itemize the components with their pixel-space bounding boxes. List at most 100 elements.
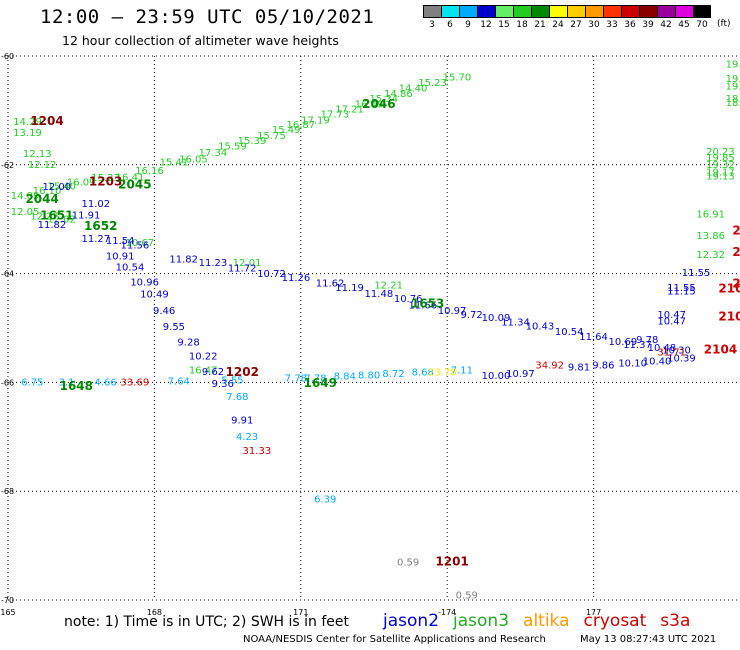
data-point-label: 6.39	[314, 495, 336, 506]
colorbar-swatch	[549, 5, 567, 18]
data-point-label: 15.23	[91, 173, 120, 184]
data-point-label: 10.10	[618, 359, 647, 370]
pass-time-label: 1652	[84, 219, 117, 233]
data-point-label: 3.1	[59, 378, 75, 389]
data-point-label: 12.02	[47, 214, 76, 225]
data-point-label: 16.16	[135, 166, 164, 177]
pass-time-label: 1648	[60, 379, 93, 393]
colorbar-bin: 12	[477, 5, 495, 30]
data-point-label: 4.66	[94, 378, 116, 389]
data-point-label: 18.87	[726, 94, 740, 105]
colorbar-label: 9	[465, 20, 471, 30]
data-point-label: 14.86	[384, 89, 413, 100]
data-point-label: 12.12	[28, 160, 57, 171]
x-tick-label: 177	[586, 608, 601, 617]
data-point-label: 19.71	[726, 82, 740, 93]
pass-time-label: 1653	[411, 296, 444, 310]
data-point-label: 11.23	[199, 258, 228, 269]
colorbar-bin: 70	[693, 5, 711, 30]
colorbar-swatch	[675, 5, 693, 18]
data-point-label: 7.78	[285, 373, 307, 384]
data-point-label: 20.23	[706, 147, 735, 158]
colorbar-swatch	[477, 5, 495, 18]
pass-time-label: 2104	[704, 343, 737, 357]
data-point-label: 8.84	[334, 372, 356, 383]
pass-time-label: 2104	[718, 309, 740, 323]
colorbar-swatch	[423, 5, 441, 18]
data-point-label: 9.28	[177, 337, 199, 348]
data-point-label: 18.87	[726, 98, 740, 109]
pass-time-label: 1201	[435, 555, 468, 569]
colorbar-swatch	[603, 5, 621, 18]
data-point-label: 17.73	[321, 109, 350, 120]
data-point-label: 7.11	[451, 366, 473, 377]
data-point-label: 10.67	[125, 238, 154, 249]
data-point-label: 16.49	[355, 100, 384, 111]
data-point-label: 8.68	[412, 367, 434, 378]
pass-time-label: 1204	[30, 114, 63, 128]
colorbar-label: 6	[447, 20, 453, 30]
data-point-label: 9.78	[636, 335, 658, 346]
data-point-label: 34.92	[535, 360, 564, 371]
colorbar-bin: 27	[567, 5, 585, 30]
pass-time-label: 210	[732, 245, 740, 259]
colorbar-label: 15	[498, 20, 510, 30]
y-tick-label: -70	[1, 596, 14, 605]
data-point-label: 9.72	[460, 310, 482, 321]
colorbar-swatch	[459, 5, 477, 18]
data-point-label: 9.62	[202, 367, 224, 378]
y-tick-label: -66	[1, 378, 14, 387]
data-point-label: 9.91	[231, 416, 253, 427]
data-point-label: 10.00	[482, 371, 511, 382]
data-point-label: 16.87	[286, 120, 315, 131]
y-tick-label: -64	[1, 270, 14, 279]
pass-time-label: 210	[732, 223, 740, 237]
pass-time-label: 1202	[226, 365, 259, 379]
data-point-label: 10.47	[657, 317, 686, 328]
x-tick-label: 171	[293, 608, 308, 617]
mission-jason3: jason3	[453, 611, 510, 631]
pass-time-label: 2104	[718, 282, 740, 296]
data-point-label: 15.34	[369, 94, 398, 105]
grid-lines	[7, 55, 740, 601]
data-point-label: 16.05	[179, 155, 208, 166]
x-tick-label: 165	[0, 608, 15, 617]
data-point-label: 12.13	[23, 149, 52, 160]
data-point-label: 0.59	[397, 558, 419, 569]
data-point-label: 10.69	[609, 337, 638, 348]
data-point-label: 19.17	[706, 168, 735, 179]
data-point-label: 10.97	[438, 306, 467, 317]
colorbar-label: 18	[516, 20, 528, 30]
credit-line: NOAA/NESDIS Center for Satellite Applica…	[243, 634, 546, 645]
data-point-label: 19.13	[706, 171, 735, 182]
data-point-label: 15.70	[443, 72, 472, 83]
y-tick-label: -60	[1, 52, 14, 61]
colorbar-label: 27	[570, 20, 582, 30]
data-point-label: 11.66	[408, 300, 437, 311]
y-tick-label: -68	[1, 487, 14, 496]
data-point-label: 11.91	[72, 211, 101, 222]
data-point-label: 14.40	[399, 83, 428, 94]
colorbar-bin: 6	[441, 5, 459, 30]
colorbar-swatch	[441, 5, 459, 18]
data-point-label: 12.27	[30, 212, 59, 223]
data-point-label: 10.22	[189, 352, 218, 363]
data-point-label: 9.46	[153, 306, 175, 317]
data-point-label: 11.48	[365, 289, 394, 300]
data-point-label: 11.02	[82, 199, 111, 210]
data-point-label: 9.36	[212, 379, 234, 390]
colorbar-bin: 21	[531, 5, 549, 30]
data-point-label: 9.55	[163, 322, 185, 333]
mission-altika: altika	[523, 611, 570, 631]
data-point-label: 15.41	[160, 157, 189, 168]
data-point-label: 8.72	[382, 369, 404, 380]
data-point-label: 11.19	[335, 283, 364, 294]
pass-time-label: 2044	[25, 192, 58, 206]
colorbar-bin: 18	[513, 5, 531, 30]
data-point-label: 11.55	[682, 268, 711, 279]
pass-time-label: 1203	[89, 174, 122, 188]
data-point-label: 11.82	[169, 255, 198, 266]
chart-subtitle: 12 hour collection of altimeter wave hei…	[62, 33, 339, 48]
